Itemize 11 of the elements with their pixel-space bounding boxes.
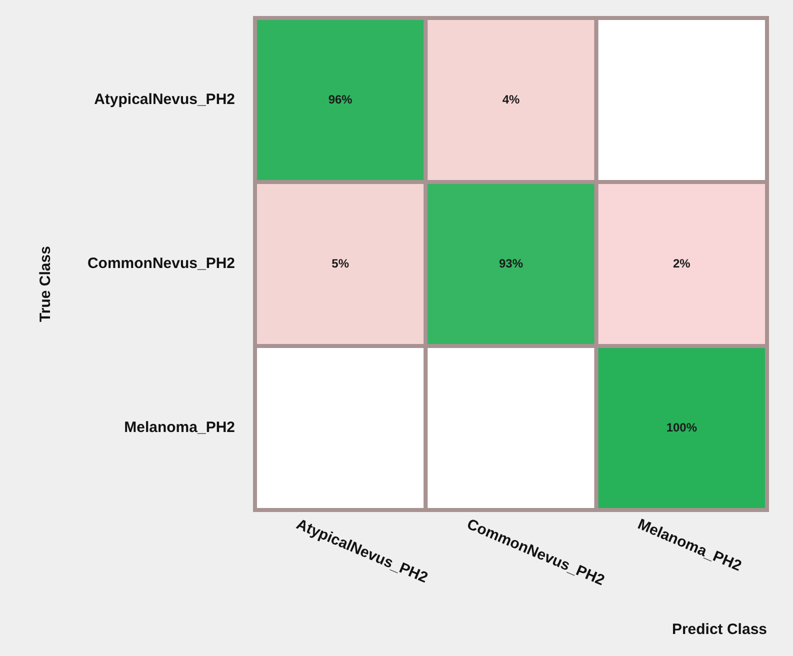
y-tick-label: Melanoma_PH2	[124, 419, 235, 436]
y-axis-title: True Class	[37, 246, 54, 322]
data-label: 4%	[502, 92, 520, 106]
y-tick-label: AtypicalNevus_PH2	[94, 91, 235, 108]
y-tick-label: CommonNevus_PH2	[87, 255, 235, 272]
data-label: 96%	[328, 92, 353, 106]
x-axis-title: Predict Class	[672, 621, 767, 638]
data-label: 93%	[498, 256, 524, 270]
data-label: 100%	[666, 420, 698, 434]
data-label: 5%	[332, 256, 350, 270]
data-label: 2%	[672, 256, 691, 270]
